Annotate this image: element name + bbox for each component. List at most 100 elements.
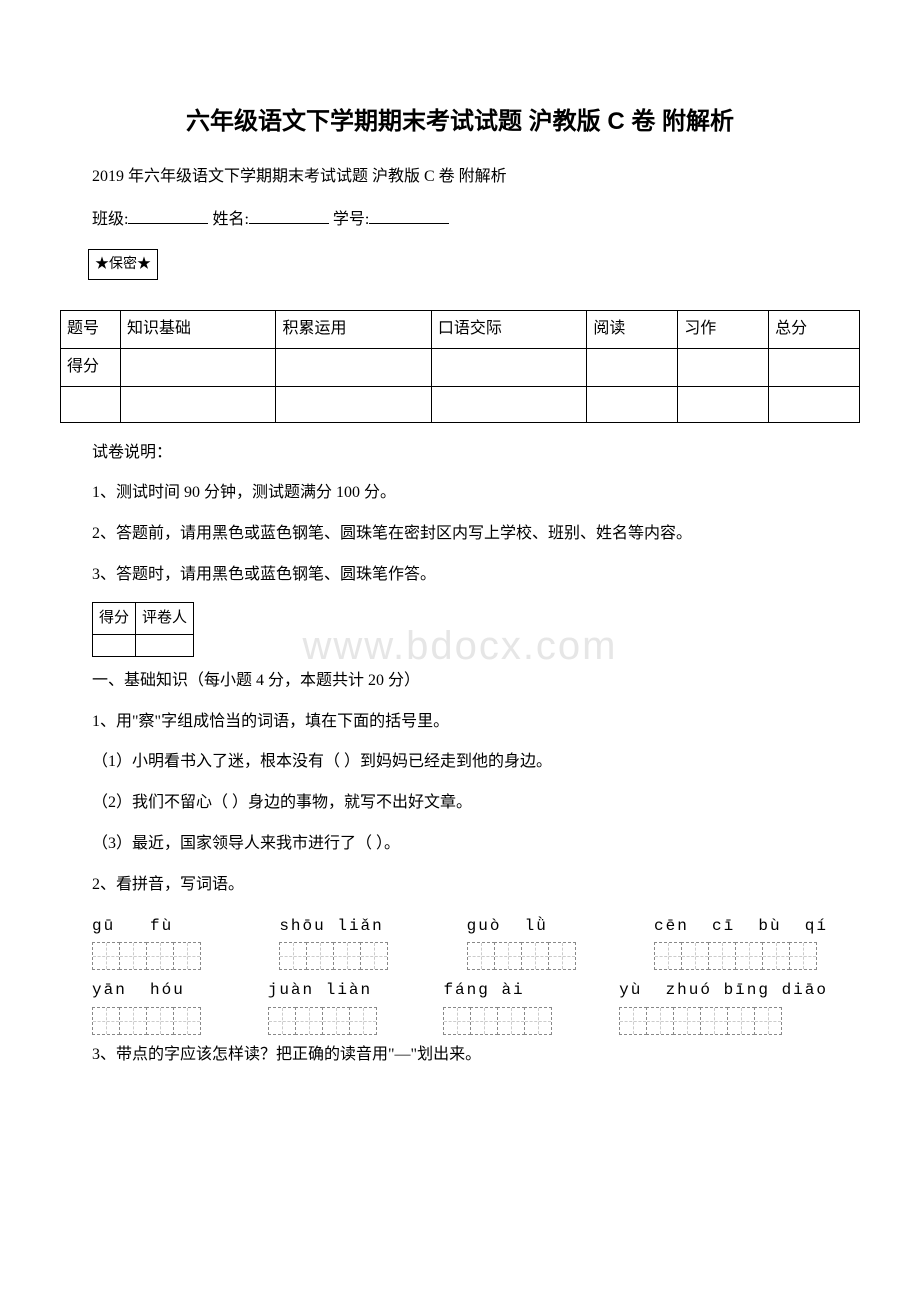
char-grid — [92, 942, 249, 970]
rubric-score-label: 得分 — [93, 602, 136, 634]
page-title: 六年级语文下学期期末考试试题 沪教版 C 卷 附解析 — [60, 100, 860, 143]
char-cell[interactable] — [727, 1007, 755, 1035]
pinyin-label: yān hóu — [92, 976, 238, 1005]
char-cell[interactable] — [646, 1007, 674, 1035]
question-item: （1）小明看书入了迷，根本没有（ ）到妈妈已经走到他的身边。 — [60, 748, 860, 777]
char-cell[interactable] — [146, 1007, 174, 1035]
pinyin-row: yān hóu juàn liàn fáng ài yù zhuó bīng diāo — [92, 976, 828, 1035]
id-label: 学号: — [333, 211, 369, 228]
char-cell[interactable] — [470, 1007, 498, 1035]
char-cell[interactable] — [497, 1007, 525, 1035]
char-cell[interactable] — [92, 1007, 120, 1035]
char-cell[interactable] — [92, 942, 120, 970]
char-cell[interactable] — [524, 1007, 552, 1035]
empty-cell — [61, 386, 121, 422]
question-item: （2）我们不留心（ ）身边的事物，就写不出好文章。 — [60, 789, 860, 818]
char-cell[interactable] — [268, 1007, 296, 1035]
pinyin-label: juàn liàn — [268, 976, 414, 1005]
char-cell[interactable] — [306, 942, 334, 970]
char-cell[interactable] — [673, 1007, 701, 1035]
table-row: 题号 知识基础 积累运用 口语交际 阅读 习作 总分 — [61, 310, 860, 348]
char-cell[interactable] — [654, 942, 682, 970]
score-cell[interactable] — [678, 348, 769, 386]
score-cell[interactable] — [121, 348, 276, 386]
header-cell: 积累运用 — [276, 310, 431, 348]
explain-item: 1、测试时间 90 分钟，测试题满分 100 分。 — [60, 479, 860, 508]
table-row — [93, 634, 194, 656]
name-blank[interactable] — [249, 208, 329, 224]
question-item: （3）最近，国家领导人来我市进行了（ ）。 — [60, 830, 860, 859]
char-cell[interactable] — [700, 1007, 728, 1035]
char-grid — [92, 1007, 238, 1035]
char-cell[interactable] — [467, 942, 495, 970]
rubric-score-cell[interactable] — [93, 634, 136, 656]
char-cell[interactable] — [754, 1007, 782, 1035]
pinyin-label: gū fù — [92, 912, 249, 941]
char-cell[interactable] — [295, 1007, 323, 1035]
header-cell: 题号 — [61, 310, 121, 348]
score-cell[interactable] — [276, 348, 431, 386]
char-cell[interactable] — [333, 942, 361, 970]
char-cell[interactable] — [146, 942, 174, 970]
char-cell[interactable] — [119, 942, 147, 970]
pinyin-label: guò lǜ — [467, 912, 624, 941]
char-grid — [443, 1007, 589, 1035]
score-table: 题号 知识基础 积累运用 口语交际 阅读 习作 总分 得分 — [60, 310, 860, 423]
char-cell[interactable] — [322, 1007, 350, 1035]
pinyin-group: juàn liàn — [268, 976, 414, 1035]
char-cell[interactable] — [443, 1007, 471, 1035]
pinyin-group: yān hóu — [92, 976, 238, 1035]
score-cell[interactable] — [769, 348, 860, 386]
question: 3、带点的字应该怎样读？把正确的读音用"—"划出来。 — [60, 1041, 860, 1070]
header-cell: 总分 — [769, 310, 860, 348]
pinyin-group: fáng ài — [443, 976, 589, 1035]
empty-cell — [121, 386, 276, 422]
score-cell[interactable] — [431, 348, 586, 386]
char-grid — [268, 1007, 414, 1035]
class-blank[interactable] — [128, 208, 208, 224]
empty-cell — [678, 386, 769, 422]
char-cell[interactable] — [119, 1007, 147, 1035]
char-cell[interactable] — [279, 942, 307, 970]
pinyin-label: fáng ài — [443, 976, 589, 1005]
table-row — [61, 386, 860, 422]
char-cell[interactable] — [708, 942, 736, 970]
score-cell[interactable] — [587, 348, 678, 386]
char-cell[interactable] — [789, 942, 817, 970]
table-row: 得分 — [61, 348, 860, 386]
char-cell[interactable] — [173, 942, 201, 970]
rubric-grader-cell[interactable] — [136, 634, 194, 656]
student-info-line: 班级: 姓名: 学号: — [60, 206, 860, 235]
char-grid — [467, 942, 624, 970]
char-cell[interactable] — [762, 942, 790, 970]
pinyin-row: gū fùshōu liǎnguò lǜcēn cī bù qí — [92, 912, 828, 971]
empty-cell — [587, 386, 678, 422]
row-label-cell: 得分 — [61, 348, 121, 386]
table-row: 得分 评卷人 — [93, 602, 194, 634]
explain-item: 2、答题前，请用黑色或蓝色钢笔、圆珠笔在密封区内写上学校、班别、姓名等内容。 — [60, 520, 860, 549]
pinyin-group: guò lǜ — [467, 912, 624, 971]
pinyin-label: yù zhuó bīng diāo — [619, 976, 828, 1005]
char-cell[interactable] — [521, 942, 549, 970]
char-cell[interactable] — [494, 942, 522, 970]
char-cell[interactable] — [735, 942, 763, 970]
char-grid — [279, 942, 436, 970]
pinyin-group: gū fù — [92, 912, 249, 971]
name-label: 姓名: — [212, 211, 248, 228]
id-blank[interactable] — [369, 208, 449, 224]
header-cell: 习作 — [678, 310, 769, 348]
char-cell[interactable] — [349, 1007, 377, 1035]
char-cell[interactable] — [173, 1007, 201, 1035]
empty-cell — [276, 386, 431, 422]
empty-cell — [769, 386, 860, 422]
char-cell[interactable] — [360, 942, 388, 970]
section-heading: 一、基础知识（每小题 4 分，本题共计 20 分） — [60, 667, 860, 696]
char-cell[interactable] — [681, 942, 709, 970]
explain-text: 2、答题前，请用黑色或蓝色钢笔、圆珠笔在密封区内写上学校、班别、姓名等内容。 — [92, 525, 692, 542]
pinyin-grid-container: gū fùshōu liǎnguò lǜcēn cī bù qíyān hóuj… — [60, 912, 860, 1036]
char-cell[interactable] — [619, 1007, 647, 1035]
pinyin-group: yù zhuó bīng diāo — [619, 976, 828, 1035]
pinyin-label: cēn cī bù qí — [654, 912, 828, 941]
class-label: 班级: — [92, 211, 128, 228]
char-cell[interactable] — [548, 942, 576, 970]
